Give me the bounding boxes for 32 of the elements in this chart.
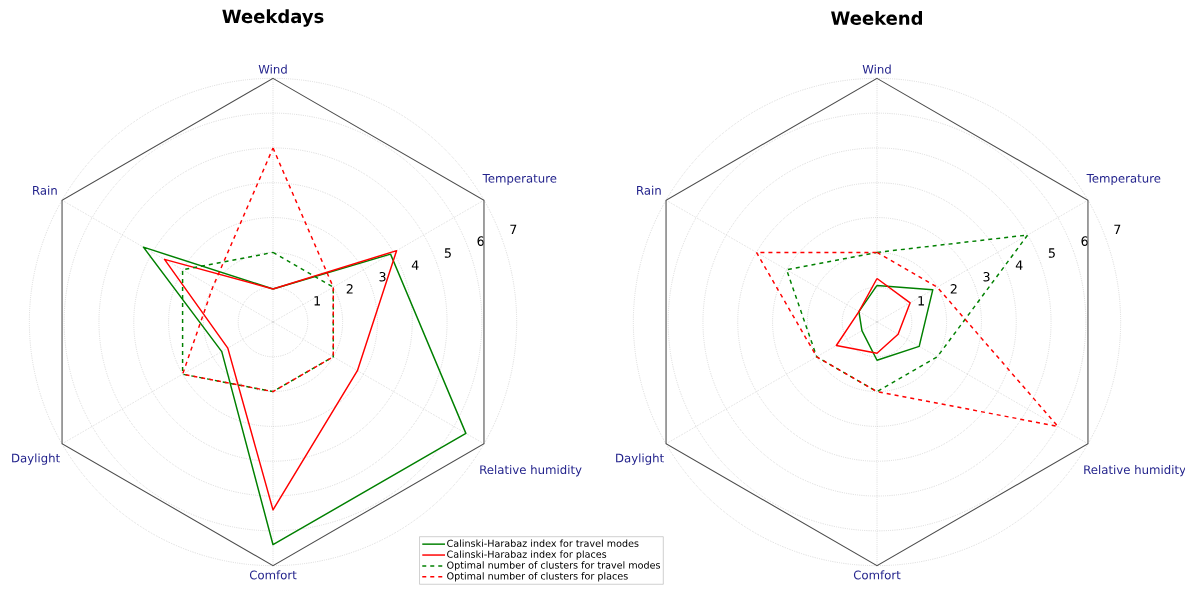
spoke-label: Wind (862, 64, 891, 74)
y-tick-label: 4 (1015, 260, 1023, 270)
legend-label: Optimal number of clusters for places (447, 572, 628, 582)
y-tick-label: 1 (918, 296, 924, 306)
y-tick-label: 1 (314, 296, 320, 306)
y-tick-label: 3 (983, 271, 990, 282)
y-tick-label: 6 (477, 236, 484, 246)
legend-label: Calinski-Harabaz index for travel modes (447, 539, 639, 547)
spoke-label: Daylight (616, 453, 664, 465)
y-tick-label: 7 (1114, 224, 1121, 234)
spoke-label: Comfort (249, 570, 297, 580)
y-tick-label: 3 (379, 271, 386, 282)
chart-title: Weekend (831, 11, 922, 25)
legend-label: Calinski-Harabaz index for places (447, 550, 607, 560)
spoke-label: Rain (637, 185, 661, 195)
spoke-label: Wind (258, 64, 287, 74)
y-tick-label: 5 (444, 248, 451, 258)
y-tick-label: 2 (950, 284, 957, 294)
y-tick-label: 4 (411, 260, 419, 270)
legend-label: Optimal number of clusters for travel modes (447, 561, 661, 571)
y-tick-label: 2 (346, 284, 353, 294)
spoke-label: Comfort (853, 570, 901, 580)
y-tick-label: 5 (1048, 248, 1055, 258)
spoke-label: Temperature (1086, 174, 1161, 186)
chart-title: Weekdays (222, 9, 324, 27)
spoke-label: Relative humidity (480, 465, 582, 477)
spoke-label: Temperature (482, 174, 557, 186)
y-tick-label: 7 (510, 224, 517, 234)
y-tick-label: 6 (1081, 236, 1088, 246)
spoke-label: Relative humidity (1084, 465, 1185, 477)
spoke-label: Rain (33, 185, 57, 195)
spoke-label: Daylight (12, 453, 60, 465)
